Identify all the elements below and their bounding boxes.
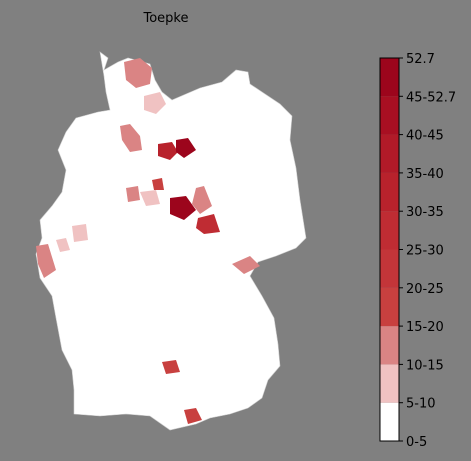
map-title: Toepke <box>143 11 189 26</box>
colorbar-segment <box>380 172 399 212</box>
region <box>124 58 152 88</box>
colorbar-label: 35-40 <box>406 167 444 182</box>
colorbar-label: 20-25 <box>406 282 444 297</box>
colorbar-segment <box>380 96 399 135</box>
region <box>152 178 164 190</box>
region <box>158 142 178 160</box>
colorbar-label: 40-45 <box>406 129 444 144</box>
region <box>72 224 88 242</box>
country-outline <box>35 51 307 431</box>
colorbar-label: 0-5 <box>406 435 427 450</box>
colorbar-segment <box>380 211 399 250</box>
region <box>232 256 260 274</box>
region <box>56 238 70 252</box>
region <box>196 214 220 234</box>
region <box>162 360 180 374</box>
region <box>192 186 212 214</box>
colorbar-segment <box>380 326 399 365</box>
colorbar: 0-5 5-10 10-15 15-20 20-25 25-30 30-35 35-40 40-… <box>379 52 456 450</box>
region <box>184 408 202 424</box>
colorbar-segment <box>380 134 399 173</box>
colorbar-label: 10-15 <box>406 358 444 373</box>
colorbar-label: 15-20 <box>406 320 444 335</box>
region <box>170 196 196 220</box>
colorbar-label: 5-10 <box>406 397 436 412</box>
region <box>140 190 160 206</box>
colorbar-label: 52.7 <box>406 52 435 67</box>
colorbar-segment <box>380 364 399 403</box>
region <box>126 186 140 202</box>
colorbar-segment <box>380 249 399 288</box>
region <box>36 244 56 278</box>
colorbar-label: 30-35 <box>406 205 444 220</box>
colorbar-segment <box>380 402 399 441</box>
colorbar-label: 25-30 <box>406 244 444 259</box>
colorbar-segment <box>380 58 399 97</box>
colorbar-segment <box>380 287 399 327</box>
colorbar-label: 45-52.7 <box>406 90 456 105</box>
region <box>144 92 166 114</box>
region <box>120 124 142 152</box>
region <box>176 138 196 158</box>
germany-map <box>35 51 307 431</box>
